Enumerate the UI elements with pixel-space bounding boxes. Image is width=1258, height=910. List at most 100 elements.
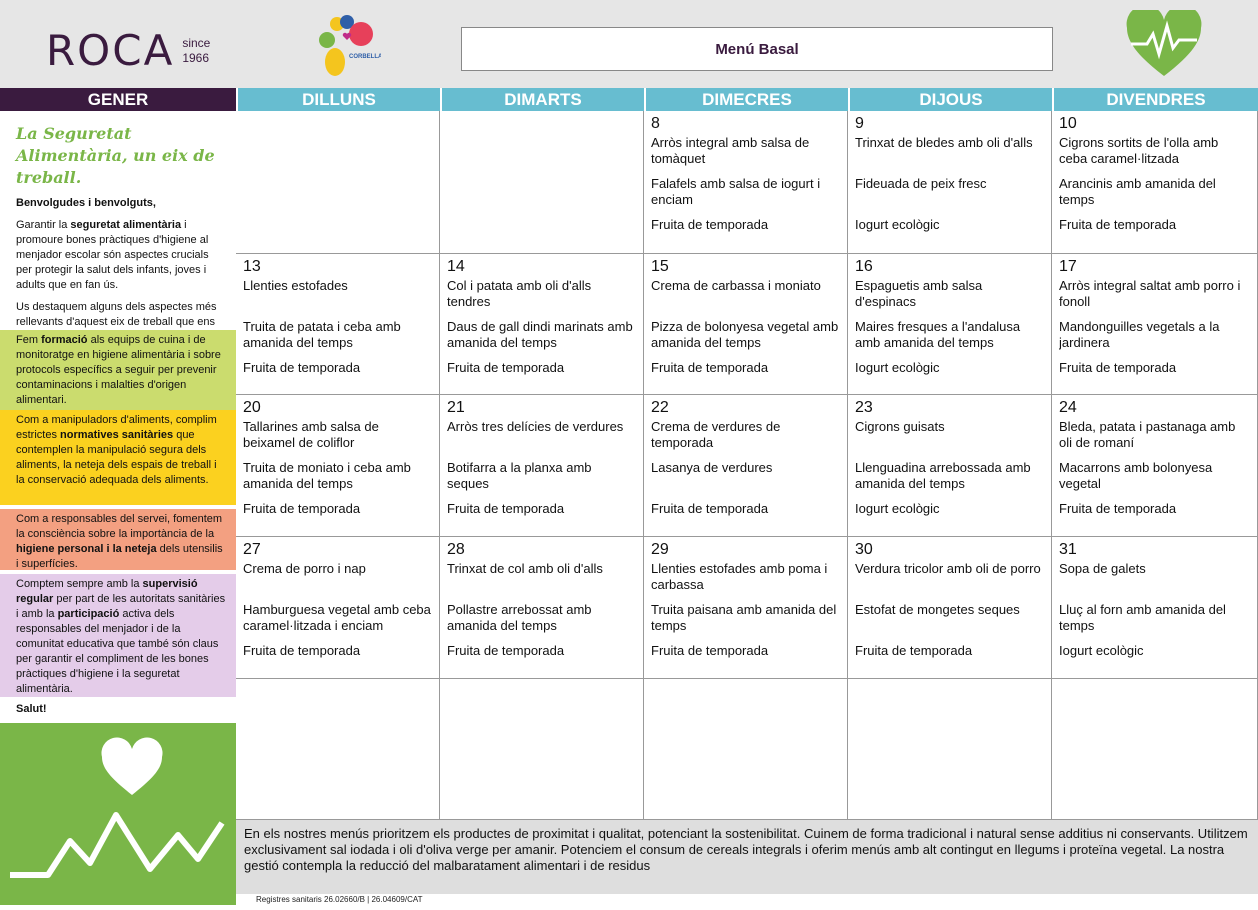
first-course: Col i patata amb oli d'alls tendres: [447, 278, 592, 309]
day-header-dilluns: DILLUNS: [236, 88, 440, 111]
day-cell: [236, 679, 440, 820]
day-cell: [440, 679, 644, 820]
day-cell: 21 Arròs tres delícies de verdures Botifar…: [440, 395, 644, 537]
text: per part de les autoritats sanitàries i …: [16, 593, 226, 620]
day-cell: 15 Crema de carbassa i moniato Pizza de bo…: [644, 254, 848, 395]
second-course: Pizza de bolonyesa vegetal amb amanida d…: [651, 319, 839, 350]
first-course: Llenties estofades: [243, 278, 348, 293]
greeting: Benvolgudes i benvolguts,: [16, 197, 156, 209]
second-course: Hamburguesa vegetal amb ceba caramel·lit…: [243, 602, 431, 633]
day-cell: 31 Sopa de galets Lluç al forn amb amanida…: [1052, 537, 1258, 679]
second-course: [447, 176, 636, 217]
first-course: Llenties estofades amb poma i carbassa: [651, 561, 828, 592]
month-label: GENER: [0, 88, 236, 111]
day-number: 30: [855, 541, 873, 558]
day-number: 21: [447, 399, 465, 416]
first-course: Cigrons guisats: [855, 419, 945, 434]
second-course: Truita de patata i ceba amb amanida del …: [243, 319, 401, 350]
first-course: Arròs tres delícies de verdures: [447, 419, 624, 434]
dessert: [243, 217, 432, 258]
first-course: Arròs integral saltat amb porro i fonoll: [1059, 278, 1241, 309]
first-course: [1059, 703, 1250, 744]
dessert: Fruita de temporada: [651, 217, 769, 232]
day-number: 23: [855, 399, 873, 416]
dessert: Fruita de temporada: [651, 501, 769, 516]
second-course: [855, 744, 1044, 785]
day-header-dimarts: DIMARTS: [440, 88, 644, 111]
day-cell: 20 Tallarines amb salsa de beixamel de co…: [236, 395, 440, 537]
first-course: [243, 135, 432, 176]
day-cell: [1052, 679, 1258, 820]
year-text: 1966: [182, 50, 210, 65]
first-course: Tallarines amb salsa de beixamel de coli…: [243, 419, 379, 450]
day-cell: 23 Cigrons guisats Llenguadina arrebossada…: [848, 395, 1052, 537]
svg-text:CORBELLA: CORBELLA: [349, 54, 381, 60]
second-course: Botifarra a la planxa amb seques: [447, 460, 592, 491]
first-course: [243, 703, 432, 744]
second-course: Truita paisana amb amanida del temps: [651, 602, 837, 633]
dessert: Iogurt ecològic: [855, 360, 940, 375]
second-course: Falafels amb salsa de iogurt i enciam: [651, 176, 821, 207]
heart-heartbeat-icon: [1126, 10, 1202, 76]
box-formacio: Fem formació als equips de cuina i de mo…: [0, 330, 236, 410]
dessert: Iogurt ecològic: [855, 501, 940, 516]
day-number: 22: [651, 399, 669, 416]
dessert: Iogurt ecològic: [855, 217, 940, 232]
dessert: Fruita de temporada: [1059, 217, 1177, 232]
day-number: 8: [651, 115, 660, 132]
dessert: Fruita de temporada: [243, 360, 361, 375]
day-cell: 30 Verdura tricolor amb oli de porro Estof…: [848, 537, 1052, 679]
sidebar-intro: La Seguretat Alimentària, un eix de treb…: [0, 111, 236, 330]
day-number: 27: [243, 541, 261, 558]
day-cell: 16 Espaguetis amb salsa d'espinacs Maires …: [848, 254, 1052, 395]
second-course: [447, 744, 636, 785]
day-header-divendres: DIVENDRES: [1052, 88, 1258, 111]
second-course: Lasanya de verdures: [651, 460, 773, 475]
text: i promoure bones pràctiques d'higiene al…: [16, 219, 209, 291]
text: que contemplen la manipulació segura del…: [16, 429, 217, 486]
bold-text: participació: [57, 608, 120, 620]
day-cell: 29 Llenties estofades amb poma i carbassa…: [644, 537, 848, 679]
box-higiene: Com a responsables del servei, fomentem …: [0, 509, 236, 570]
first-course: Espaguetis amb salsa d'espinacs: [855, 278, 983, 309]
second-course: [651, 744, 840, 785]
day-number: 24: [1059, 399, 1077, 416]
first-course: Crema de porro i nap: [243, 561, 366, 576]
day-number: [243, 115, 432, 135]
second-course: Daus de gall dindi marinats amb amanida …: [447, 319, 633, 350]
text: Comptem sempre amb la: [16, 578, 143, 590]
day-cell: 27 Crema de porro i nap Hamburguesa vegeta…: [236, 537, 440, 679]
first-course: [447, 135, 636, 176]
day-number: 14: [447, 258, 465, 275]
day-cell: [644, 679, 848, 820]
since-text: since: [182, 35, 211, 50]
bold-text: seguretat alimentària: [70, 219, 182, 231]
day-cell: 10 Cigrons sortits de l'olla amb ceba car…: [1052, 111, 1258, 254]
first-course: Trinxat de bledes amb oli d'alls: [855, 135, 1033, 150]
second-course: Mandonguilles vegetals a la jardinera: [1059, 319, 1220, 350]
day-number: [651, 683, 840, 703]
text: Com a manipuladors d'aliments, complim e…: [16, 414, 217, 441]
day-cell: 17 Arròs integral saltat amb porro i fono…: [1052, 254, 1258, 395]
second-course: [243, 176, 432, 217]
second-course: Arancinis amb amanida del temps: [1059, 176, 1216, 207]
day-cell: 14 Col i patata amb oli d'alls tendres Dau…: [440, 254, 644, 395]
first-course: Arròs integral amb salsa de tomàquet: [651, 135, 810, 166]
second-course: Estofat de mongetes seques: [855, 602, 1020, 617]
dessert: Fruita de temporada: [651, 643, 769, 658]
text: Fem: [16, 334, 42, 346]
menu-title: Menú Basal: [461, 27, 1053, 71]
bold-text: supervisió regular: [16, 578, 198, 605]
sidebar-info: La Seguretat Alimentària, un eix de treb…: [0, 111, 236, 723]
day-number: 16: [855, 258, 873, 275]
day-cell: 24 Bleda, patata i pastanaga amb oli de r…: [1052, 395, 1258, 537]
dessert: Fruita de temporada: [1059, 360, 1177, 375]
dessert: Fruita de temporada: [855, 643, 973, 658]
day-number: 28: [447, 541, 465, 558]
roca-logo: ROCA since 1966: [46, 26, 210, 75]
first-course: Verdura tricolor amb oli de porro: [855, 561, 1041, 576]
text: als equips de cuina i de monitoratge en …: [16, 334, 221, 406]
school-hands-logo: CORBELLA: [319, 15, 381, 76]
day-cell: 8 Arròs integral amb salsa de tomàquet Fal…: [644, 111, 848, 254]
day-cell: 22 Crema de verdures de temporada Lasanya …: [644, 395, 848, 537]
